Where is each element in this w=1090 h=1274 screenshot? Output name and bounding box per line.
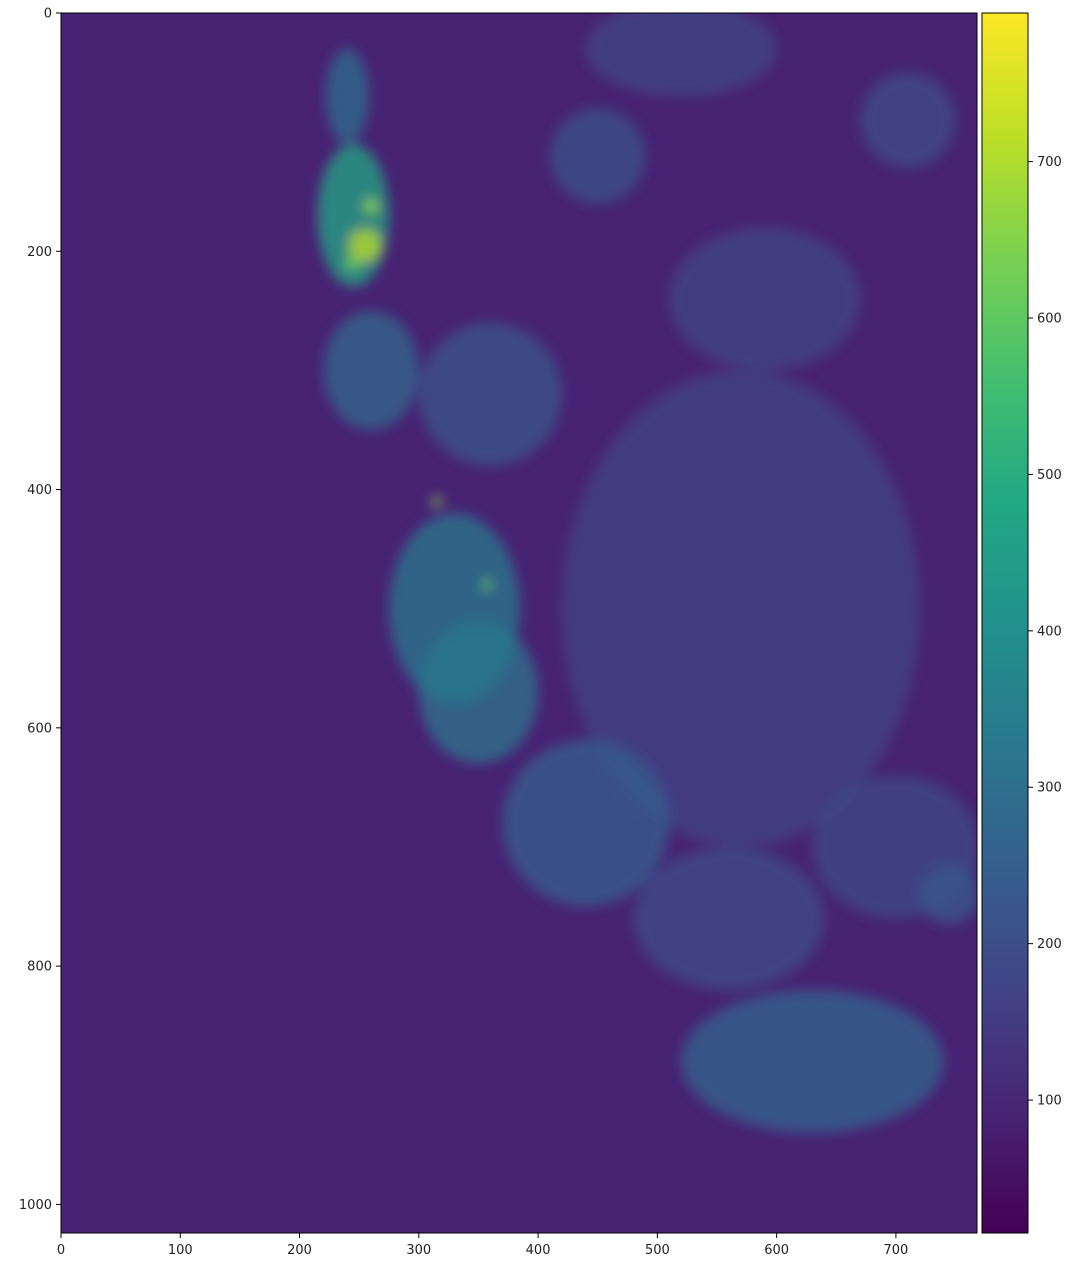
colorbar-tick-label: 100 <box>1037 1094 1062 1109</box>
heatmap-region <box>919 864 977 925</box>
heatmap-region <box>585 13 777 97</box>
colorbar-tick-label: 400 <box>1037 624 1062 639</box>
heatmap-region <box>348 228 382 263</box>
x-tick-label: 700 <box>883 1243 908 1258</box>
colorbar-ticks: 100 200 300 400 500 600 700 <box>1028 155 1062 1109</box>
heatmap-region <box>633 846 825 990</box>
y-axis: 0 200 400 600 800 1000 <box>19 7 61 1213</box>
heatmap-region <box>669 227 861 371</box>
heatmap-region <box>388 513 521 705</box>
colorbar-gradient <box>981 12 1029 1234</box>
heatmap-region <box>550 108 646 204</box>
colorbar-tick-label: 700 <box>1037 155 1062 170</box>
x-tick-label: 200 <box>287 1243 312 1258</box>
x-tick-label: 400 <box>526 1243 551 1258</box>
colorbar-tick-label: 500 <box>1037 468 1062 483</box>
y-tick-label: 400 <box>27 483 52 498</box>
x-tick-label: 0 <box>57 1243 65 1258</box>
heatmap-region <box>325 48 369 145</box>
x-tick-label: 300 <box>406 1243 431 1258</box>
x-axis: 0 100 200 300 400 500 600 700 <box>57 1233 908 1258</box>
y-tick-label: 600 <box>27 721 52 736</box>
heatmap-region <box>482 580 492 590</box>
heatmap-region <box>431 496 442 507</box>
heatmap-region <box>418 322 562 466</box>
colorbar-tick-label: 600 <box>1037 312 1062 327</box>
x-tick-label: 600 <box>764 1243 789 1258</box>
y-tick-label: 200 <box>27 245 52 260</box>
x-tick-label: 500 <box>645 1243 670 1258</box>
x-tick-label: 100 <box>168 1243 193 1258</box>
y-tick-label: 1000 <box>19 1198 52 1213</box>
colorbar-tick-label: 300 <box>1037 781 1062 796</box>
heatmap-regions <box>317 13 977 1133</box>
plot-area <box>60 12 978 1234</box>
colorbar: 100 200 300 400 500 600 700 <box>981 12 1062 1234</box>
heatmap-region <box>561 370 920 847</box>
heatmap-region <box>363 198 379 214</box>
heatmap-region <box>502 739 670 907</box>
heatmap-region <box>860 72 956 168</box>
heatmap-region <box>344 256 360 271</box>
y-tick-label: 800 <box>27 960 52 975</box>
y-tick-label: 0 <box>44 7 52 22</box>
colorbar-tick-label: 200 <box>1037 937 1062 952</box>
heatmap-region <box>323 310 419 430</box>
heatmap-region <box>681 989 944 1133</box>
plot-frame <box>60 12 978 1234</box>
